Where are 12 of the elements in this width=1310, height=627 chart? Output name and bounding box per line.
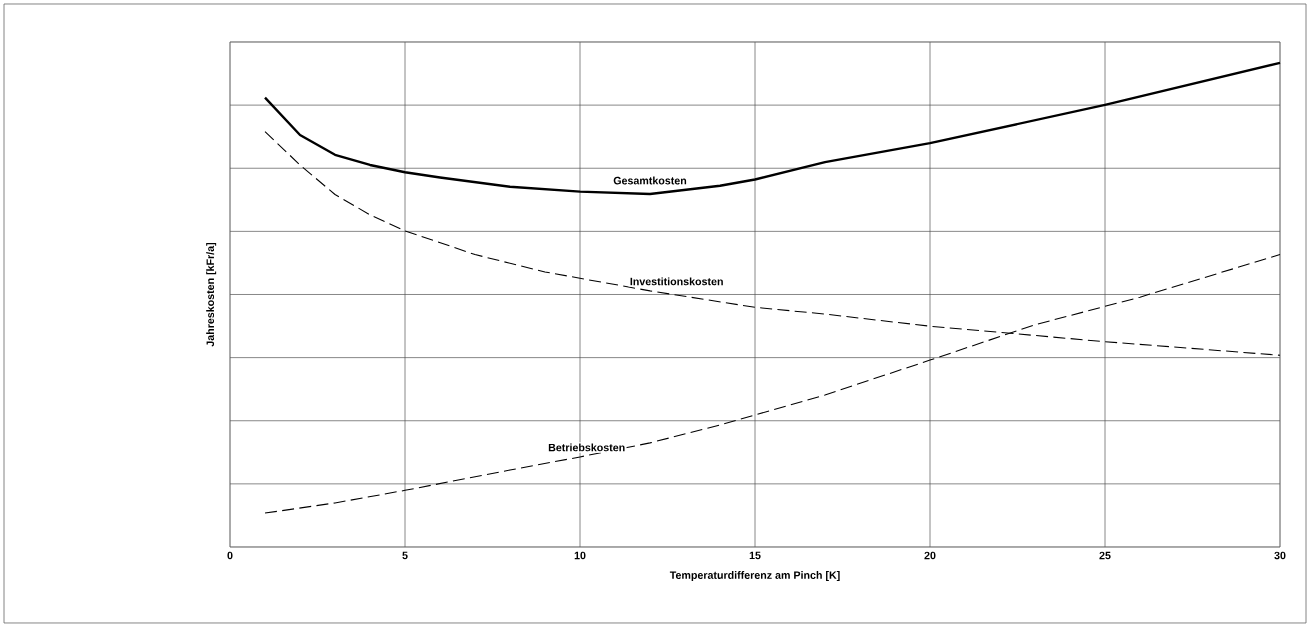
series-label: Gesamtkosten xyxy=(613,176,687,185)
x-tick-label: 5 xyxy=(402,551,408,560)
x-axis-title: Temperaturdifferenz am Pinch [K] xyxy=(669,571,840,582)
x-tick-label: 30 xyxy=(1274,551,1286,560)
x-tick-label: 10 xyxy=(574,551,586,560)
series-label: Investitionskosten xyxy=(630,277,723,286)
x-tick-label: 15 xyxy=(749,551,761,560)
y-axis-title: Jahreskosten [kFr/a] xyxy=(206,242,217,347)
x-tick-label: 20 xyxy=(924,551,936,560)
series-label: Betriebskosten xyxy=(548,443,625,452)
x-tick-label: 0 xyxy=(227,551,233,560)
x-tick-label: 25 xyxy=(1099,551,1111,560)
